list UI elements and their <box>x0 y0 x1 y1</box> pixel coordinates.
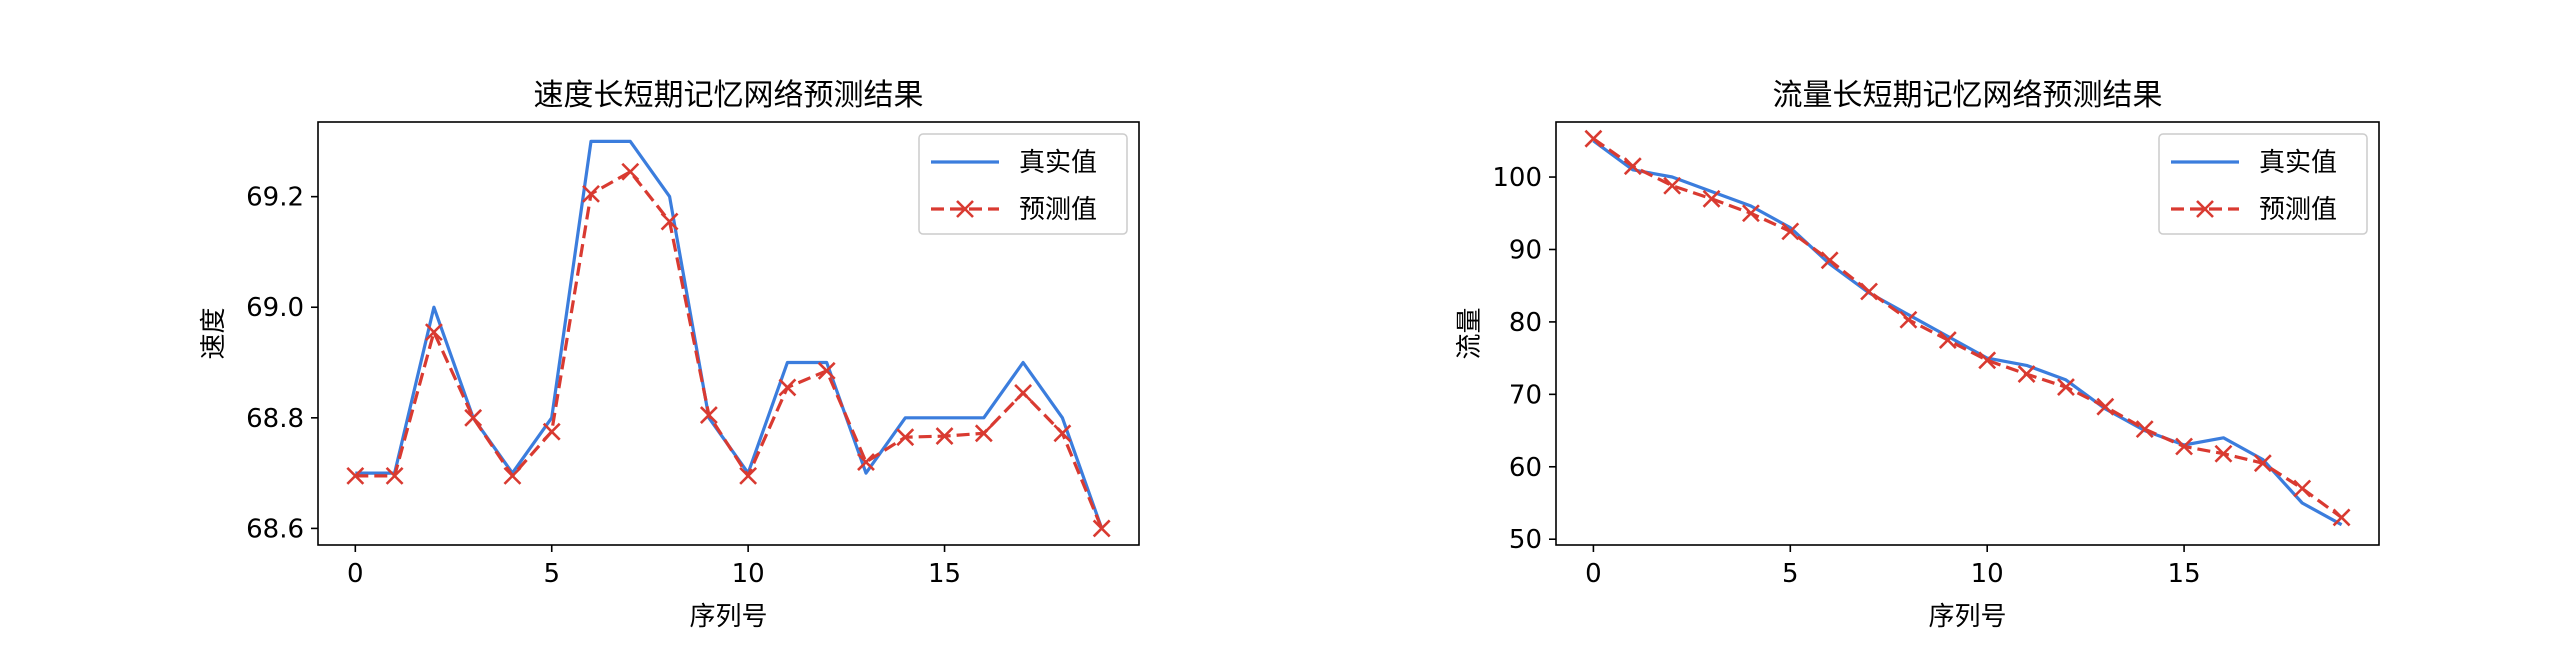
x-tick-label: 5 <box>1782 559 1799 589</box>
data-point <box>346 466 365 485</box>
data-point <box>424 323 443 342</box>
data-point <box>464 408 483 427</box>
data-point <box>1820 251 1839 270</box>
data-point <box>778 378 797 397</box>
y-tick-label: 68.6 <box>246 514 304 544</box>
data-point <box>1978 351 1997 370</box>
data-point <box>660 212 679 231</box>
chart-1: 速度长短期记忆网络预测结果 0 5 10 15 68.6 68.8 69.0 69.2 序列号 速度… <box>199 78 1140 632</box>
legend-label: 真实值 <box>1019 148 1097 178</box>
data-point <box>2175 437 2193 456</box>
y-axis-label: 速度 <box>199 307 229 359</box>
legend-marker <box>956 200 974 218</box>
data-point <box>2253 454 2272 473</box>
data-point <box>1899 310 1918 329</box>
data-point <box>699 406 718 424</box>
series-line-2 <box>1592 137 2343 519</box>
y-tick-label: 100 <box>1492 163 1542 193</box>
x-tick-label: 10 <box>732 559 765 589</box>
chart-title: 流量长短期记忆网络预测结果 <box>1773 78 2163 113</box>
data-point <box>2096 397 2115 416</box>
x-tick-label: 5 <box>543 559 560 589</box>
legend-marker <box>2196 200 2214 218</box>
data-point <box>1742 204 1760 223</box>
data-point <box>974 424 993 443</box>
data-point <box>739 466 758 485</box>
x-axis-label: 序列号 <box>1928 602 2006 632</box>
legend-label: 预测值 <box>2259 195 2337 225</box>
data-point <box>542 422 561 441</box>
data-point <box>1053 424 1072 443</box>
data-point <box>2332 508 2351 527</box>
data-point <box>1584 129 1603 148</box>
data-point <box>857 453 875 471</box>
data-point <box>2135 420 2154 439</box>
data-point <box>935 427 954 445</box>
chart-2: 流量长短期记忆网络预测结果 0 5 10 15 50 60 70 80 90 100 序列号 流量 真实值… <box>1455 78 2380 632</box>
series-line-2 <box>355 170 1104 530</box>
y-tick-label: 70 <box>1509 380 1542 410</box>
data-point <box>582 184 600 203</box>
chart-title: 速度长短期记忆网络预测结果 <box>534 78 924 113</box>
y-tick-label: 69.0 <box>246 293 304 323</box>
y-tick-label: 60 <box>1509 453 1542 483</box>
y-tick-label: 90 <box>1509 235 1542 265</box>
data-point <box>1663 176 1682 195</box>
x-tick-label: 10 <box>1971 559 2004 589</box>
plot-frame <box>317 121 1140 546</box>
x-axis-label: 序列号 <box>689 602 767 632</box>
y-tick-label: 80 <box>1509 308 1542 338</box>
data-point <box>2293 479 2312 498</box>
data-point <box>1623 157 1642 176</box>
data-point <box>1702 189 1721 208</box>
x-tick-label: 0 <box>347 559 364 589</box>
data-point <box>2214 444 2233 463</box>
plot-frame <box>1555 121 2380 546</box>
y-axis-label: 流量 <box>1455 307 1485 359</box>
data-point <box>1781 222 1800 241</box>
data-point <box>817 361 836 380</box>
legend-label: 预测值 <box>1019 195 1097 225</box>
data-point <box>385 466 404 485</box>
data-point <box>1092 519 1111 538</box>
data-point <box>2017 365 2036 383</box>
data-point <box>621 162 640 181</box>
y-tick-label: 68.8 <box>246 404 304 434</box>
x-tick-label: 0 <box>1585 559 1602 589</box>
data-point <box>1860 282 1878 301</box>
data-point <box>896 428 915 447</box>
data-point <box>2057 378 2075 397</box>
data-point <box>1938 331 1957 349</box>
data-point <box>1014 384 1033 402</box>
data-point <box>503 466 522 485</box>
x-tick-label: 15 <box>2168 559 2201 589</box>
y-tick-label: 50 <box>1509 525 1542 555</box>
legend-label: 真实值 <box>2259 148 2337 178</box>
y-tick-label: 69.2 <box>246 183 304 213</box>
x-tick-label: 15 <box>928 559 961 589</box>
